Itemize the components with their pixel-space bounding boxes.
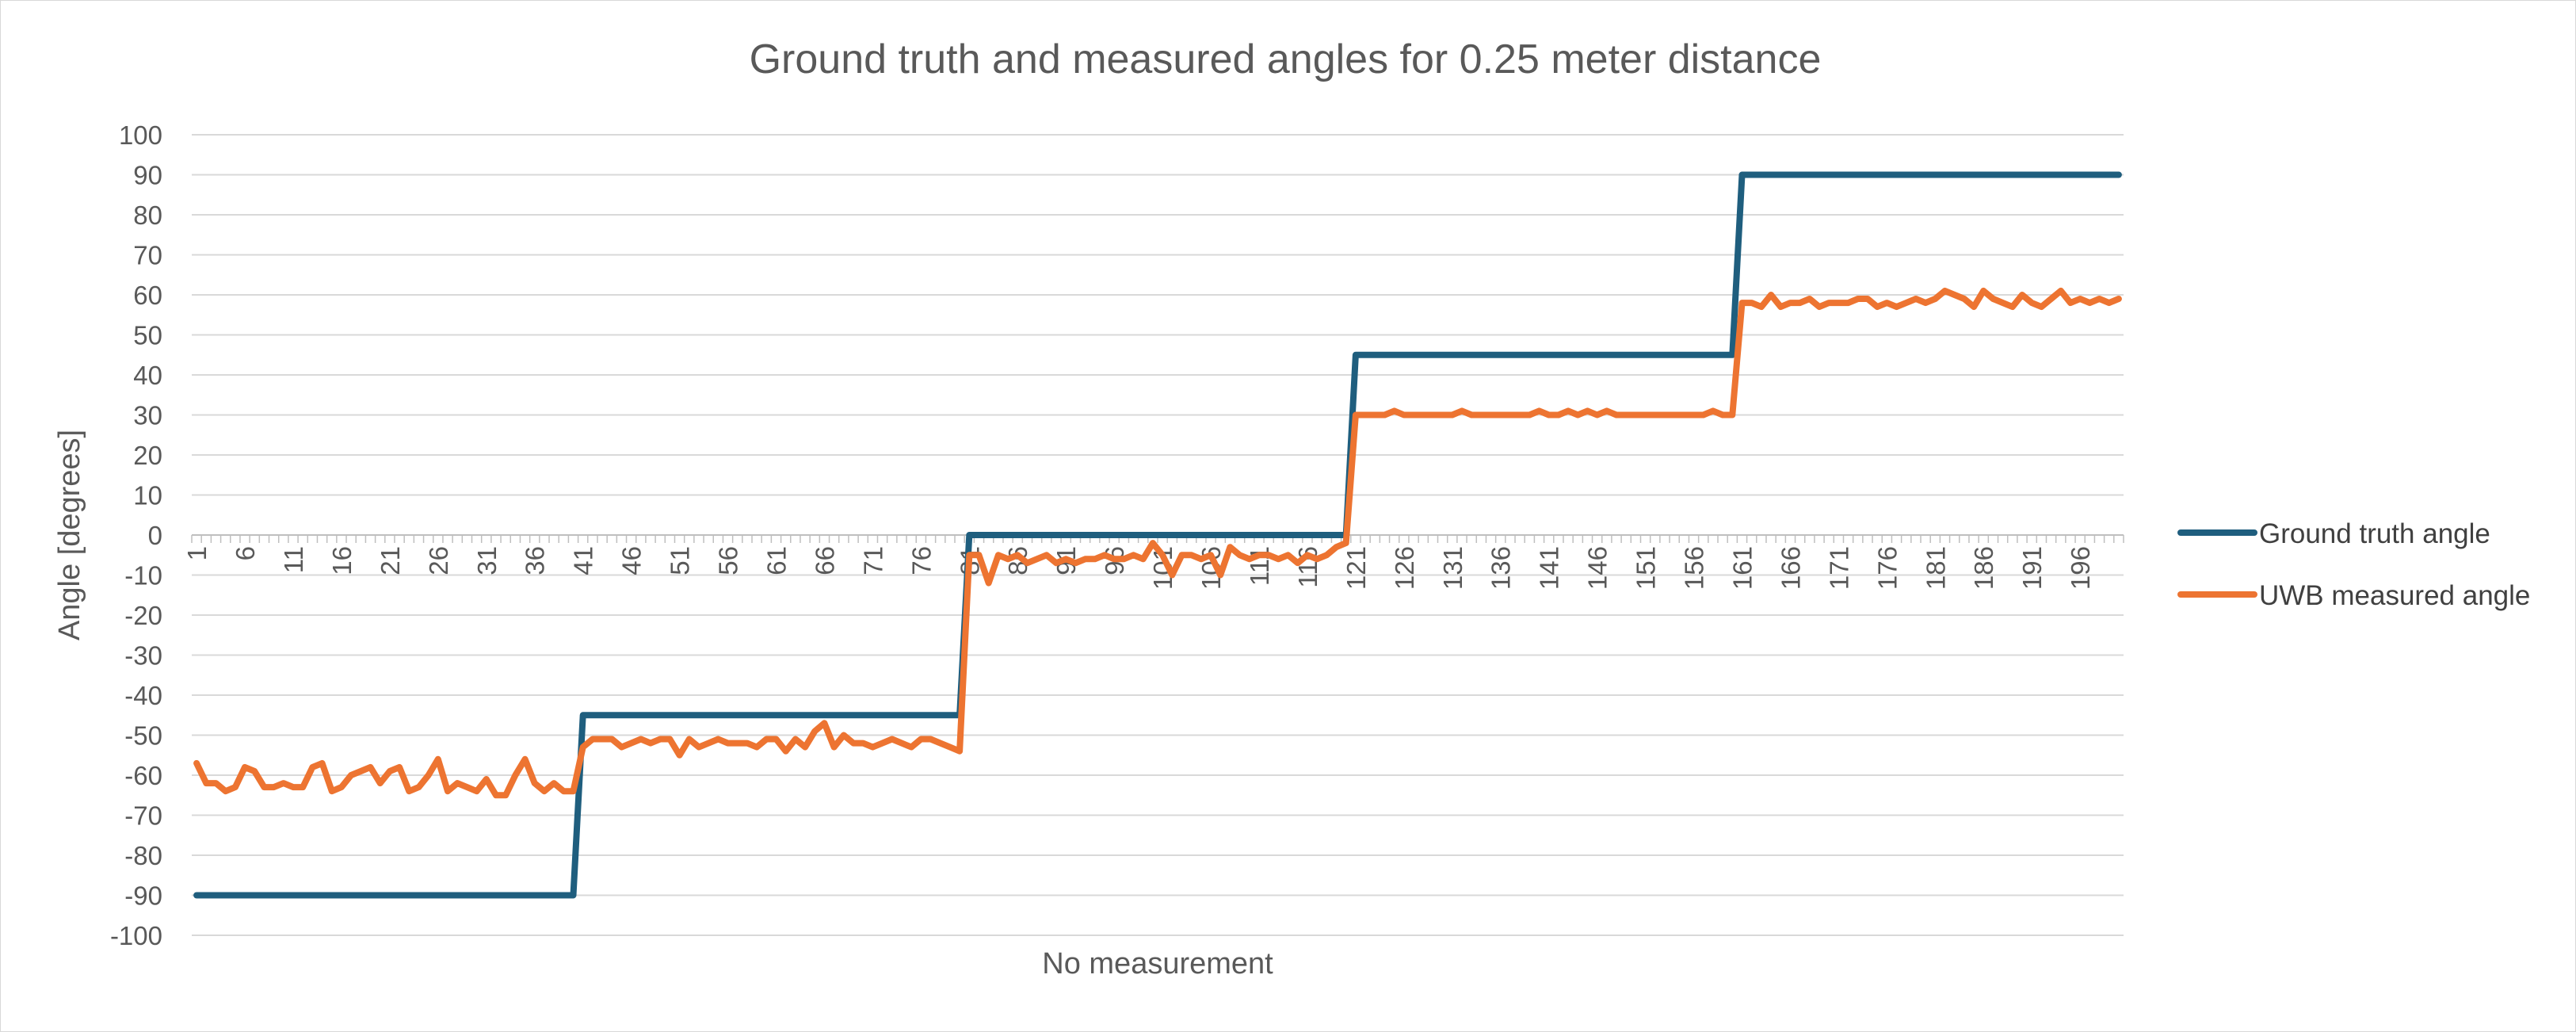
y-tick-label: -70 [124,801,162,831]
x-tick-label: 71 [858,546,887,575]
y-axis-title: Angle [degrees] [53,430,86,640]
y-tick-label: 0 [148,521,162,550]
x-tick-label: 46 [617,546,647,575]
y-tick-label: -30 [124,641,162,671]
x-tick-label: 196 [2066,546,2095,590]
y-tick-label: -10 [124,561,162,591]
x-tick-label: 131 [1438,546,1467,590]
y-tick-label: 50 [133,321,162,350]
x-tick-label: 51 [666,546,695,575]
x-tick-label: 141 [1535,546,1564,590]
x-tick-label: 36 [521,546,550,575]
y-tick-label: 60 [133,281,162,310]
series-line-uwb-measured [193,287,2122,799]
y-tick-label: 100 [119,120,162,150]
y-tick-label: 40 [133,361,162,390]
legend-label: UWB measured angle [2259,580,2530,611]
x-tick-label: 56 [714,546,743,575]
x-tick-label: 41 [569,546,598,575]
y-tick-label: 80 [133,201,162,230]
chart-title: Ground truth and measured angles for 0.2… [750,36,1822,82]
legend-label: Ground truth angle [2259,518,2490,549]
x-axis-title: No measurement [1042,947,1273,980]
x-tick-label: 181 [1921,546,1950,590]
x-tick-label: 146 [1583,546,1612,590]
x-tick-label: 166 [1776,546,1805,590]
x-tick-label: 76 [906,546,936,575]
y-axis-tick-labels: -100-90-80-70-60-50-40-30-20-10010203040… [110,120,162,950]
y-tick-label: -100 [110,921,162,950]
y-tick-label: 30 [133,401,162,430]
x-tick-label: 156 [1680,546,1709,590]
y-tick-label: -40 [124,681,162,710]
x-tick-label: 176 [1872,546,1902,590]
y-tick-label: -20 [124,601,162,630]
gridlines [191,134,2124,936]
x-axis-tick-labels: 1 6 11 16 21 26 31 36 41 46 51 56 61 66 71 76 81 86 91 96 10… [182,546,2095,590]
series-line-ground-truth [193,171,2122,899]
x-tick-label: 11 [279,546,308,573]
legend: Ground truth angle UWB measured angle [2177,518,2530,611]
x-tick-label: 31 [472,546,502,575]
x-tick-label: 1 [182,546,212,560]
y-tick-label: 20 [133,441,162,470]
x-tick-label: 21 [376,546,405,575]
x-tick-label: 61 [761,546,791,575]
x-tick-label: 136 [1486,546,1516,590]
y-tick-label: -90 [124,881,162,911]
y-tick-label: -80 [124,841,162,870]
x-tick-label: 121 [1341,546,1371,590]
x-tick-label: 126 [1390,546,1419,590]
x-tick-label: 186 [1969,546,1998,590]
x-tick-label: 151 [1631,546,1661,590]
x-tick-label: 171 [1824,546,1853,590]
x-tick-label: 66 [810,546,839,575]
y-tick-label: 70 [133,241,162,270]
y-tick-label: -50 [124,721,162,751]
x-tick-label: 6 [231,546,260,560]
x-tick-label: 26 [424,546,453,575]
y-tick-label: -60 [124,761,162,790]
x-tick-label: 161 [1727,546,1757,590]
x-tick-label: 16 [327,546,357,575]
x-tick-label: 191 [2017,546,2047,590]
series-lines [193,171,2122,899]
y-tick-label: 90 [133,161,162,190]
y-tick-label: 10 [133,481,162,510]
